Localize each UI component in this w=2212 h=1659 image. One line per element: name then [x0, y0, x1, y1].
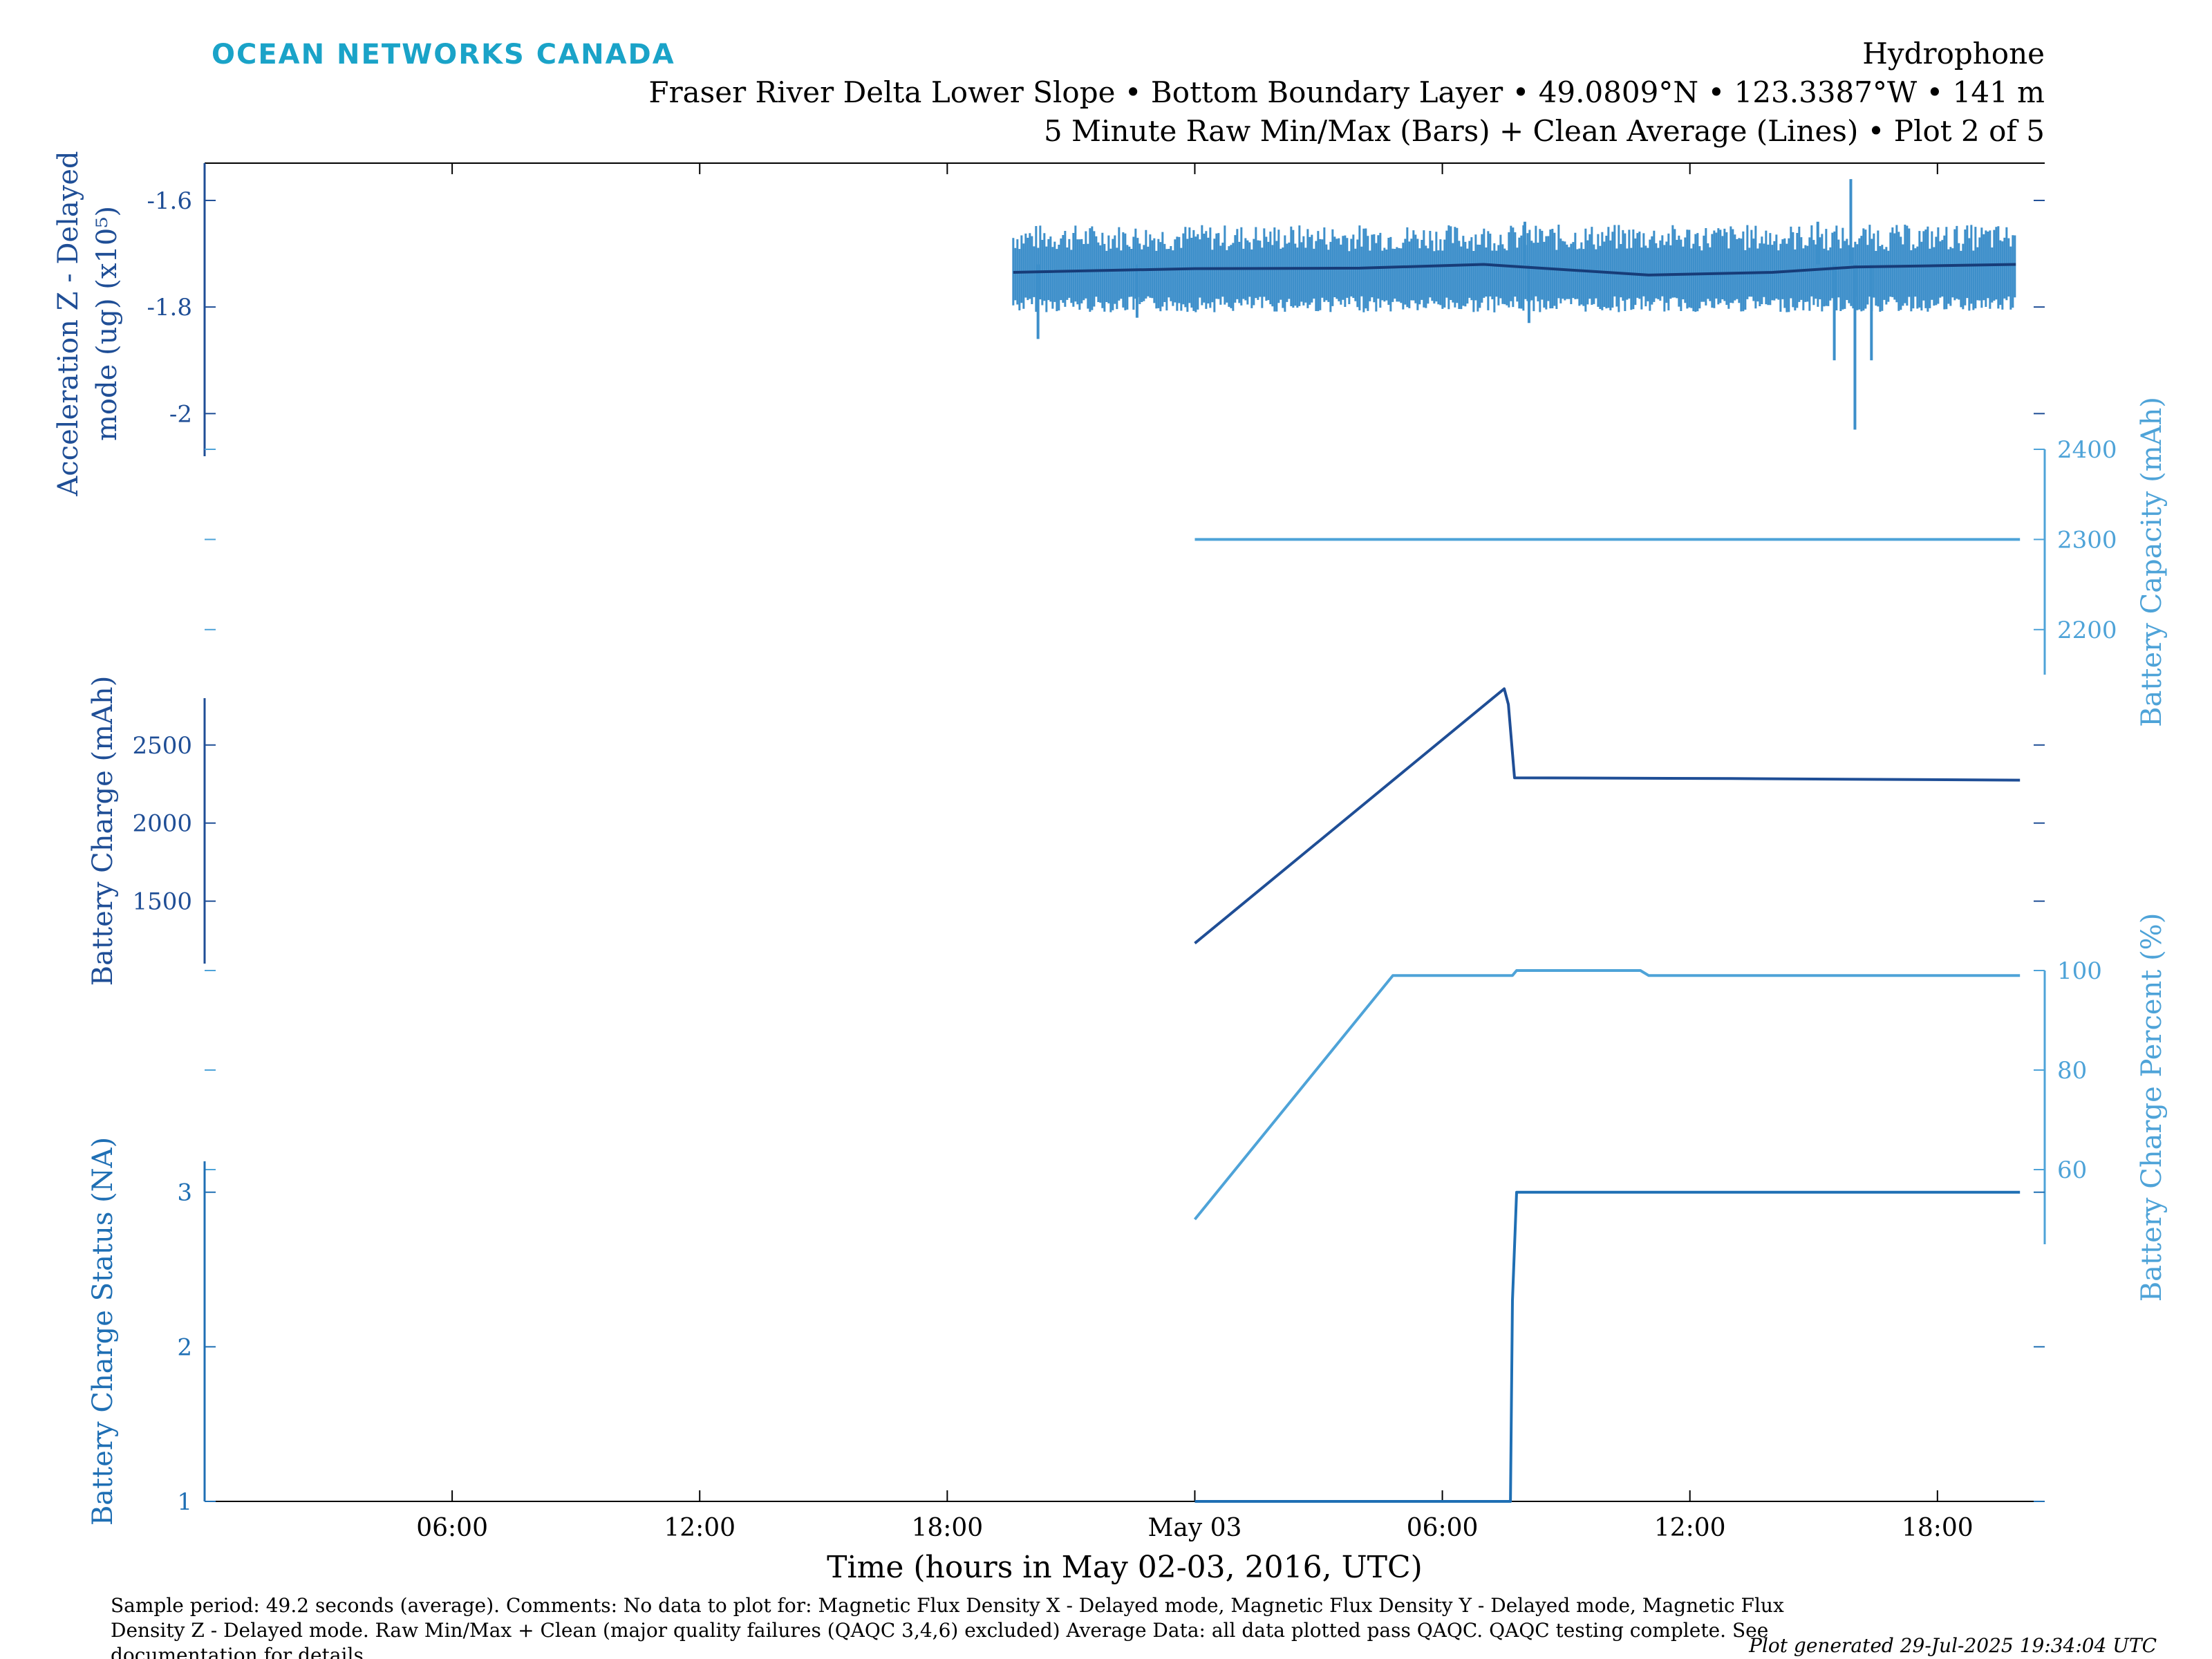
y-axis-label-accel-line2: mode (ug) (x10⁵) [91, 206, 123, 441]
brand-logo: OCEAN NETWORKS CANADA [212, 39, 675, 71]
x-tick-label: 18:00 [911, 1514, 983, 1542]
series-line-charge [1194, 687, 2021, 945]
y-tick-label: 80 [2057, 1057, 2087, 1085]
panel-status: 3 2 1 Battery Charge Status (NA) [87, 1137, 2045, 1526]
y-tick-label: 2000 [132, 810, 192, 838]
series-line-percent [1193, 969, 2021, 1221]
x-axis-label: Time (hours in May 02-03, 2016, UTC) [827, 1550, 1423, 1585]
y-tick-label: 2400 [2057, 436, 2117, 464]
y-tick-label: 100 [2057, 957, 2102, 985]
panel-percent: 100 80 60 Battery Charge Percent (%) [205, 913, 2168, 1302]
series-line-status [1194, 1190, 2021, 1503]
minmax-bars [1012, 179, 2016, 430]
y-tick-label: 2200 [2057, 617, 2117, 644]
x-tick-label: 12:00 [664, 1514, 735, 1542]
y-tick-label: -1.6 [147, 187, 192, 215]
y-axis-label-capacity: Battery Capacity (mAh) [2136, 397, 2168, 727]
y-tick-label: 2500 [132, 732, 192, 760]
x-tick-label: May 03 [1148, 1514, 1242, 1542]
panel-accel: -1.6 -1.8 -2 Acceleration Z - Delayed mode (… [53, 151, 2045, 497]
y-tick-label: 60 [2057, 1156, 2087, 1184]
footer: Sample period: 49.2 seconds (average). C… [111, 1594, 2157, 1659]
y-tick-label: 2300 [2057, 526, 2117, 554]
y-tick-label: 2 [177, 1333, 192, 1361]
y-axis-label-status: Battery Charge Status (NA) [87, 1137, 119, 1526]
y-tick-label: -1.8 [147, 294, 192, 321]
y-tick-label: 1 [177, 1488, 192, 1516]
location-subtitle: Fraser River Delta Lower Slope • Bottom … [648, 75, 2045, 109]
footer-note-line-3: documentation for details. [111, 1644, 370, 1659]
device-title: Hydrophone [1862, 37, 2045, 71]
y-tick-label: 3 [177, 1179, 192, 1207]
panel-capacity: 2400 2300 2200 Battery Capacity (mAh) [205, 397, 2168, 727]
header: OCEAN NETWORKS CANADA Hydrophone Fraser … [212, 37, 2045, 148]
x-tick-label: 06:00 [416, 1514, 488, 1542]
plot-generated-timestamp: Plot generated 29-Jul-2025 19:34:04 UTC [1748, 1634, 2157, 1657]
y-axis-label-charge: Battery Charge (mAh) [87, 676, 119, 986]
x-tick-label: 06:00 [1407, 1514, 1479, 1542]
panel-charge: 2500 2000 1500 Battery Charge (mAh) [87, 676, 2045, 986]
plot-area: 06:00 12:00 18:00 May 03 06:00 12:00 18:00 Time… [53, 151, 2168, 1585]
plot-description: 5 Minute Raw Min/Max (Bars) + Clean Aver… [1044, 114, 2045, 148]
y-tick-label: 1500 [132, 888, 192, 916]
y-tick-label: -2 [169, 400, 192, 428]
y-axis-label-percent: Battery Charge Percent (%) [2136, 913, 2168, 1302]
y-axis-label-accel: Acceleration Z - Delayed [53, 151, 84, 496]
average-line [1013, 263, 2016, 276]
x-tick-label: 18:00 [1902, 1514, 1974, 1542]
x-tick-label: 12:00 [1654, 1514, 1726, 1542]
footer-note-line-1: Sample period: 49.2 seconds (average). C… [111, 1594, 1784, 1617]
footer-note-line-2: Density Z - Delayed mode. Raw Min/Max + … [111, 1619, 1768, 1642]
